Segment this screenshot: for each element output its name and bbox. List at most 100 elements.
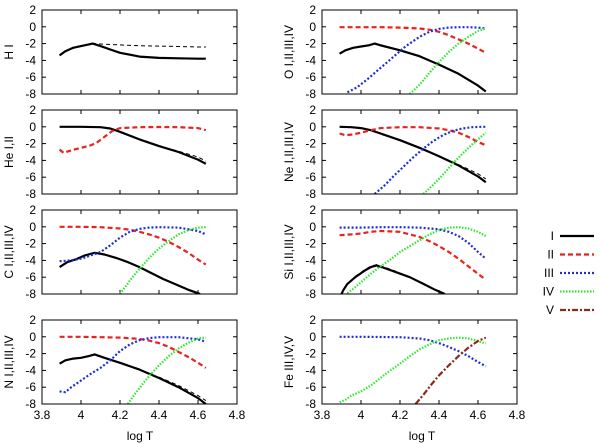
panel-6: 2 0 -2 -4 -6 -83.8 4 4.2 4.4 4.6 4.8 N I,II,III,IV — [2, 313, 246, 422]
y-tick-label: 0 — [29, 120, 36, 134]
panel-frame — [41, 319, 238, 405]
y-tick-label: -4 — [305, 53, 316, 67]
y-tick-label: -4 — [25, 363, 36, 377]
series-line-ii — [339, 26, 487, 54]
x-axis-label-right: log T — [409, 429, 436, 443]
series-group — [59, 335, 207, 404]
y-tick-label: -2 — [305, 37, 316, 51]
series-group — [58, 42, 206, 60]
series-line-iv — [126, 336, 206, 404]
series-group — [58, 125, 207, 165]
y-tick-label: -6 — [25, 70, 36, 84]
y-tick-label: -4 — [25, 253, 36, 267]
y-tick-label: -8 — [25, 397, 36, 411]
y-tick-label: -8 — [25, 87, 36, 101]
panel-frame — [321, 209, 518, 295]
y-tick-label: 2 — [29, 103, 36, 117]
x-tick-label: 4.6 — [470, 408, 487, 422]
legend-label: IV — [543, 285, 554, 299]
y-tick-label: -4 — [25, 153, 36, 167]
series-line-iv — [346, 226, 487, 294]
y-tick-label: -6 — [25, 270, 36, 284]
y-tick-label: -6 — [25, 380, 36, 394]
y-tick-label: 0 — [29, 330, 36, 344]
y-tick-label: -8 — [305, 397, 316, 411]
series-line-iv — [119, 226, 206, 294]
series-line-i-ref — [438, 155, 487, 180]
y-tick-label: 0 — [29, 20, 36, 34]
series-group — [339, 335, 487, 404]
y-tick-label: -2 — [25, 347, 36, 361]
panel-2: 2 0 -2 -4 -6 -8 He I,II — [2, 103, 238, 201]
series-line-ii — [59, 335, 207, 369]
y-tick-label: 0 — [309, 220, 316, 234]
x-tick-label: 4.2 — [112, 408, 129, 422]
y-tick-label: 2 — [309, 3, 316, 17]
y-axis-label: H I — [2, 44, 16, 59]
y-tick-label: 2 — [29, 203, 36, 217]
y-tick-label: -2 — [305, 347, 316, 361]
y-tick-label: -4 — [305, 153, 316, 167]
panel-7: 2 0 -2 -4 -6 -83.8 4 4.2 4.4 4.6 4.8 Fe III,IV,V — [282, 313, 526, 422]
series-line-i — [59, 353, 207, 404]
panel-frame — [41, 209, 238, 295]
legend-label: III — [544, 266, 554, 280]
y-tick-label: 2 — [309, 313, 316, 327]
series-line-iv — [339, 336, 487, 404]
y-tick-label: -6 — [305, 380, 316, 394]
x-tick-label: 4.4 — [151, 408, 168, 422]
series-line-i-ref — [354, 264, 397, 277]
series-line-iii — [339, 335, 487, 368]
x-tick-label: 4.2 — [392, 408, 409, 422]
x-tick-label: 4 — [78, 408, 85, 422]
y-tick-label: -4 — [305, 253, 316, 267]
panel-frame — [321, 109, 518, 195]
y-tick-label: -8 — [25, 287, 36, 301]
series-line-iii — [339, 226, 487, 260]
y-axis-label: O I,II,III,IV — [282, 25, 296, 79]
panel-4: 2 0 -2 -4 -6 -8 C I,II,III,IV — [2, 203, 238, 301]
x-tick-label: 4.8 — [509, 408, 526, 422]
y-tick-label: -2 — [25, 237, 36, 251]
y-axis-label: N I,II,III,IV — [2, 335, 16, 388]
legend-label: II — [547, 248, 554, 262]
y-axis-label: He I,II — [2, 136, 16, 168]
series-group — [339, 26, 487, 94]
y-tick-label: -8 — [305, 187, 316, 201]
panel-frame — [41, 109, 238, 195]
y-tick-label: -2 — [305, 137, 316, 151]
y-tick-label: -6 — [305, 70, 316, 84]
series-line-iii — [346, 26, 486, 94]
x-tick-label: 3.8 — [314, 408, 331, 422]
series-line-iv — [409, 27, 487, 94]
x-tick-label: 4.8 — [229, 408, 246, 422]
x-tick-label: 4.6 — [190, 408, 207, 422]
legend-label: V — [546, 303, 554, 317]
series-group — [339, 226, 487, 294]
series-line-i-ref — [158, 376, 207, 402]
series-line-ii — [339, 126, 487, 147]
panel-frame — [41, 9, 238, 95]
series-line-iii — [59, 336, 207, 394]
x-tick-label: 3.8 — [34, 408, 51, 422]
y-tick-label: -8 — [305, 287, 316, 301]
series-line-i — [59, 251, 201, 294]
legend-label: I — [551, 229, 554, 243]
y-axis-label: Fe III,IV,V — [282, 336, 296, 388]
series-line-iii — [59, 226, 207, 263]
x-axis-label-left: log T — [127, 429, 154, 443]
panels: 2 0 -2 -4 -6 -8 H I 2 0 -2 -4 -6 -8 O I,II,III,IV 2 0 -2… — [2, 3, 526, 422]
panel-frame — [321, 9, 518, 95]
y-axis-label: Si I,II,III,IV — [282, 224, 296, 279]
series-group — [59, 225, 207, 294]
y-tick-label: 0 — [309, 330, 316, 344]
y-tick-label: 2 — [29, 3, 36, 17]
panel-1: 2 0 -2 -4 -6 -8 O I,II,III,IV — [282, 3, 518, 101]
panel-3: 2 0 -2 -4 -6 -8 Ne I,II,III,IV — [282, 103, 518, 201]
y-tick-label: -2 — [25, 37, 36, 51]
y-tick-label: 0 — [309, 20, 316, 34]
y-tick-label: -2 — [25, 137, 36, 151]
series-line-i — [340, 264, 446, 294]
y-tick-label: -8 — [305, 87, 316, 101]
